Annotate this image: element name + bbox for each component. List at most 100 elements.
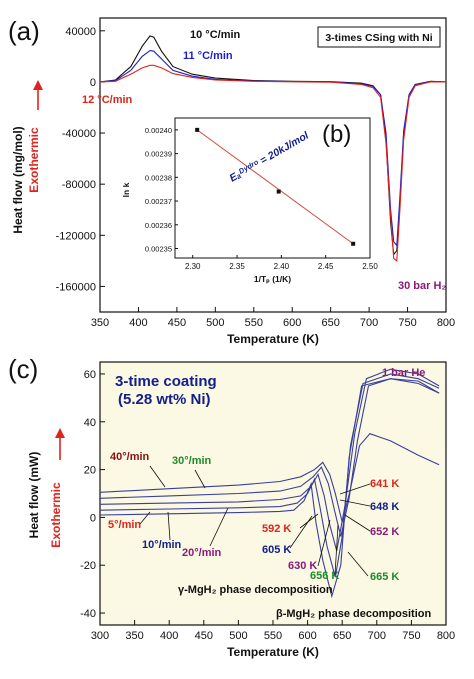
x-tick-label-b: 2.45: [318, 262, 334, 271]
y-tick-label-a: -40000: [62, 128, 96, 140]
temp-label-c-4: 605 K: [262, 544, 291, 556]
y-tick-label-a: -120000: [56, 230, 96, 242]
y-tick-label-b: 0.00236: [145, 221, 172, 230]
panel-b-inset: (b) 2.30 2.35 2.40 2.45 2.50 0.00240 0.00239 0.0…: [121, 117, 378, 284]
x-tick-label-a: 600: [283, 317, 301, 329]
y-tick-label-c: 60: [84, 369, 96, 381]
y-tick-label-c: 0: [90, 512, 96, 524]
panel-a: (a) 350 400 450 500 550 600 650 700 750 800 40000 0 -…: [8, 16, 455, 346]
x-tick-label-a: 450: [168, 317, 186, 329]
gas-note-c: 1 bar He: [382, 367, 425, 379]
series-label-a-1: 11 °C/min: [183, 50, 233, 62]
y-tick-label-a: -80000: [62, 179, 96, 191]
x-tick-label-a: 700: [360, 317, 378, 329]
exothermic-arrowhead-a: [33, 80, 43, 90]
x-tick-label-a: 400: [129, 317, 147, 329]
x-tick-label-a: 550: [245, 317, 263, 329]
rate-label-c-1: 30°/min: [172, 455, 212, 467]
plot-frame-b: [174, 117, 371, 259]
y-axis-label-b: ln k: [121, 182, 131, 197]
series-line-c-3: [99, 373, 440, 578]
pointer-c: [339, 483, 371, 495]
x-axis-label-b: 1/Tₚ (1/K): [254, 274, 291, 284]
y-tick-label-a: 0: [90, 77, 96, 89]
x-axis-label-c: Temperature (K): [227, 645, 319, 659]
rate-label-c-2: 5°/min: [108, 519, 141, 531]
y-tick-label-c: 40: [84, 417, 96, 429]
x-tick-label-b: 2.50: [362, 262, 378, 271]
x-tick-label-a: 750: [398, 317, 416, 329]
panel-c: (c)300 350 400 450 500 550 600 650 700 750 8006040…: [8, 354, 455, 659]
title-c-line1: 3-time coating: [115, 373, 217, 390]
y-axis-label-a: Heat flow (mg/mol): [11, 126, 25, 233]
x-axis-label-a: Temperature (K): [227, 332, 319, 346]
pointer-c: [167, 511, 171, 541]
x-tick-label-a: 350: [91, 317, 109, 329]
x-tick-label-c: 800: [437, 630, 455, 642]
pointer-c: [344, 514, 371, 532]
x-tick-label-c: 700: [368, 630, 386, 642]
y-tick-label-b: 0.00237: [145, 197, 172, 206]
x-tick-label-b: 2.30: [185, 262, 201, 271]
x-tick-label-c: 450: [195, 630, 213, 642]
plot-frame-c: [99, 361, 447, 626]
pointer-c: [289, 515, 313, 549]
temp-label-c-0: 641 K: [370, 478, 399, 490]
pointer-c: [139, 511, 151, 525]
y-tick-label-a: -160000: [56, 281, 96, 293]
temp-label-c-3: 592 K: [262, 523, 291, 535]
x-tick-label-a: 800: [437, 317, 455, 329]
series-line-c-2: [99, 368, 440, 552]
series-line-c-4: [99, 378, 440, 599]
y-tick-label-b: 0.00235: [145, 245, 172, 254]
panel-label-c: (c): [8, 354, 38, 384]
x-tick-label-c: 750: [402, 630, 420, 642]
y-tick-label-a: 40000: [65, 26, 96, 38]
x-tick-label-b: 2.35: [229, 262, 245, 271]
panel-label-a: (a): [8, 16, 40, 46]
temp-label-c-2: 652 K: [370, 526, 399, 538]
pointer-c: [194, 469, 206, 489]
exothermic-label-a: Exothermic: [27, 127, 41, 193]
y-tick-label-b: 0.00240: [145, 126, 172, 135]
x-tick-label-a: 650: [321, 317, 339, 329]
x-tick-label-c: 300: [91, 630, 109, 642]
temp-label-c-5: 630 K: [288, 560, 317, 572]
x-tick-label-c: 600: [298, 630, 316, 642]
series-label-a-2: 12 °C/min: [82, 94, 133, 106]
pointer-c: [339, 499, 371, 507]
rate-label-c-4: 20°/min: [182, 547, 222, 559]
temp-label-c-1: 648 K: [370, 501, 399, 513]
temp-label-c-6: 656 K: [310, 570, 339, 582]
x-tick-label-c: 400: [160, 630, 178, 642]
data-point-b: [276, 189, 281, 194]
x-tick-label-c: 550: [264, 630, 282, 642]
phase-gamma-c: γ-MgH₂ phase decomposition: [178, 584, 333, 596]
pointer-c: [209, 507, 229, 547]
x-tick-label-c: 650: [333, 630, 351, 642]
series-line-a-2: [99, 64, 446, 263]
fit-line-b: [196, 129, 354, 245]
x-tick-label-b: 2.40: [274, 262, 290, 271]
y-tick-label-c: 20: [84, 465, 96, 477]
phase-beta-c: β-MgH₂ phase decomposition: [276, 608, 432, 620]
legend-text-a: 3-times CSing with Ni: [325, 32, 432, 44]
x-tick-label-a: 500: [206, 317, 224, 329]
series-line-c-1: [99, 378, 440, 537]
y-tick-label-b: 0.00238: [145, 173, 172, 182]
exothermic-label-c: Exothermic: [49, 482, 63, 548]
x-tick-label-c: 350: [125, 630, 143, 642]
series-label-a-0: 10 °C/min: [190, 29, 241, 41]
rate-label-c-3: 10°/min: [142, 539, 182, 551]
exothermic-arrowhead-c: [55, 428, 65, 438]
y-tick-label-b: 0.00239: [145, 150, 172, 159]
y-tick-label-c: -40: [80, 608, 96, 620]
pointer-c: [317, 519, 331, 567]
pointer-c: [347, 551, 369, 577]
y-axis-label-c: Heat flow (mW): [27, 452, 41, 539]
pointer-c: [149, 465, 166, 488]
pressure-note-a: 30 bar H₂: [398, 280, 446, 292]
pointer-c: [334, 524, 339, 576]
series-line-c-0: [99, 433, 440, 523]
